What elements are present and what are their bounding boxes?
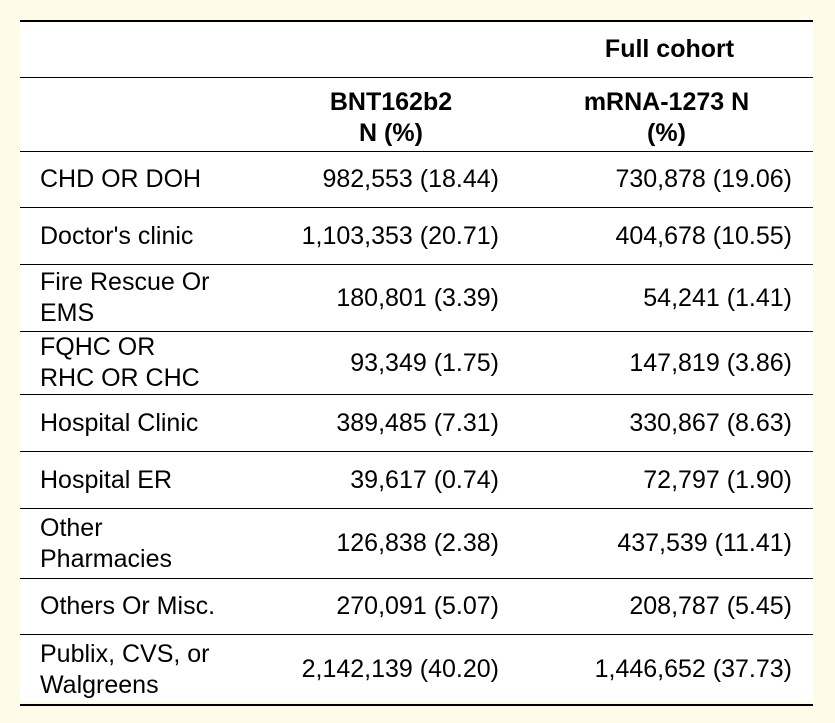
row-label-line: EMS: [40, 299, 95, 327]
row-label-line: Fire Rescue Or: [40, 268, 210, 296]
table-row: Fire Rescue Or EMS 180,801 (3.39) 54,241…: [20, 264, 813, 332]
mrna-cell: 330,867 (8.63): [520, 394, 813, 452]
bnt-cell: 389,485 (7.31): [262, 394, 520, 452]
vaccine-site-table: Full cohort BNT162b2 N (%) mRNA-1273 N (…: [20, 20, 813, 706]
table-row: CHD OR DOH 982,553 (18.44) 730,878 (19.0…: [20, 151, 813, 208]
row-label-line: Walgreens: [40, 670, 159, 699]
row-label: Hospital Clinic: [20, 394, 262, 452]
vaccine-site-table-frame: Full cohort BNT162b2 N (%) mRNA-1273 N (…: [20, 20, 813, 706]
mrna-cell: 437,539 (11.41): [520, 508, 813, 579]
row-label-line: Pharmacies: [40, 544, 172, 573]
row-label: Hospital ER: [20, 451, 262, 509]
row-label: CHD OR DOH: [20, 151, 262, 208]
mrna-cell: 1,446,652 (37.73): [520, 634, 813, 706]
table-row: Others Or Misc. 270,091 (5.07) 208,787 (…: [20, 578, 813, 635]
mrna-cell: 72,797 (1.90): [520, 451, 813, 509]
bnt-cell: 180,801 (3.39): [262, 264, 520, 332]
row-label-line: Hospital Clinic: [40, 408, 199, 437]
row-label-line: Others Or Misc.: [40, 592, 216, 620]
bnt-cell: 2,142,139 (40.20): [262, 634, 520, 706]
row-label: Doctor's clinic: [20, 207, 262, 265]
row-label: Other Pharmacies: [20, 508, 262, 579]
row-label-line: Other: [40, 513, 103, 542]
mrna-cell: 54,241 (1.41): [520, 264, 813, 332]
column-header-row: BNT162b2 N (%) mRNA-1273 N (%): [20, 77, 813, 152]
bnt-cell: 39,617 (0.74): [262, 451, 520, 509]
label-column-header: [20, 77, 262, 152]
row-label-line: CHD OR DOH: [40, 165, 202, 193]
group-header-row: Full cohort: [20, 20, 813, 78]
row-label: Others Or Misc.: [20, 578, 262, 635]
table-row: Other Pharmacies 126,838 (2.38) 437,539 …: [20, 508, 813, 579]
full-cohort-header: Full cohort: [262, 20, 813, 78]
bnt-cell: 93,349 (1.75): [262, 331, 520, 395]
row-label: Fire Rescue Or EMS: [20, 264, 262, 332]
row-label-line: RHC OR CHC: [40, 364, 200, 392]
bnt-column-header: BNT162b2 N (%): [262, 77, 520, 152]
bnt-cell: 126,838 (2.38): [262, 508, 520, 579]
table-row: FQHC OR RHC OR CHC 93,349 (1.75) 147,819…: [20, 331, 813, 395]
table-row: Hospital Clinic 389,485 (7.31) 330,867 (…: [20, 394, 813, 452]
mrna-header-line2: (%): [647, 119, 686, 147]
row-label-line: Publix, CVS, or: [40, 639, 210, 668]
bnt-header-line1: BNT162b2: [329, 88, 453, 116]
table-row: Hospital ER 39,617 (0.74) 72,797 (1.90): [20, 451, 813, 509]
mrna-cell: 208,787 (5.45): [520, 578, 813, 635]
bnt-cell: 982,553 (18.44): [262, 151, 520, 208]
mrna-cell: 147,819 (3.86): [520, 331, 813, 395]
row-label-line: Hospital ER: [40, 465, 172, 494]
row-label: FQHC OR RHC OR CHC: [20, 331, 262, 395]
row-label: Publix, CVS, or Walgreens: [20, 634, 262, 706]
full-cohort-label: Full cohort: [604, 35, 735, 63]
bnt-cell: 1,103,353 (20.71): [262, 207, 520, 265]
row-label-line: Doctor's clinic: [40, 221, 194, 250]
table-row: Doctor's clinic 1,103,353 (20.71) 404,67…: [20, 207, 813, 265]
mrna-column-header: mRNA-1273 N (%): [520, 77, 813, 152]
table-row: Publix, CVS, or Walgreens 2,142,139 (40.…: [20, 634, 813, 706]
mrna-cell: 730,878 (19.06): [520, 151, 813, 208]
mrna-cell: 404,678 (10.55): [520, 207, 813, 265]
bnt-cell: 270,091 (5.07): [262, 578, 520, 635]
empty-header-cell: [20, 20, 262, 78]
bnt-header-line2: N (%): [359, 119, 423, 147]
mrna-header-line1: mRNA-1273 N: [583, 88, 750, 116]
row-label-line: FQHC OR: [40, 333, 156, 361]
